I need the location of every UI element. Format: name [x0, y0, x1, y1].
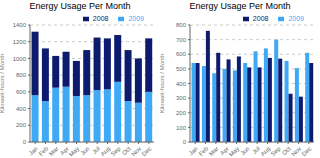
svg-text:600: 600	[176, 51, 187, 57]
svg-text:Dec: Dec	[141, 145, 153, 157]
svg-text:200: 200	[176, 110, 187, 116]
svg-text:Sep: Sep	[110, 145, 122, 157]
html-text:2009: 2009	[128, 15, 144, 22]
svg-text:Nov: Nov	[290, 145, 302, 157]
svg-text:300: 300	[176, 95, 187, 101]
svg-text:1200: 1200	[13, 39, 27, 45]
svg-text:Jan: Jan	[28, 145, 39, 156]
svg-text:0: 0	[23, 139, 27, 145]
svg-text:500: 500	[176, 66, 187, 72]
svg-text:Mar: Mar	[208, 145, 220, 157]
svg-text:May: May	[228, 145, 240, 157]
html-text:2008: 2008	[252, 15, 269, 22]
html-text:Energy Usage Per Month: Energy Usage Per Month	[189, 1, 291, 11]
svg-text:700: 700	[176, 37, 187, 43]
svg-text:400: 400	[176, 81, 187, 87]
svg-text:200: 200	[16, 122, 27, 128]
html-text:Energy Usage Per Month: Energy Usage Per Month	[29, 1, 131, 11]
svg-text:Nov: Nov	[130, 145, 142, 157]
svg-text:Jun: Jun	[79, 145, 90, 156]
svg-text:800: 800	[16, 72, 27, 78]
svg-text:Jul: Jul	[251, 145, 261, 156]
svg-text:Aug: Aug	[99, 145, 111, 157]
svg-text:400: 400	[16, 106, 27, 112]
svg-text:Aug: Aug	[259, 145, 271, 157]
svg-text:Mar: Mar	[48, 145, 60, 157]
svg-text:Kilowatt-hours / Month: Kilowatt-hours / Month	[160, 54, 165, 114]
svg-text:1400: 1400	[13, 22, 27, 28]
svg-text:800: 800	[176, 22, 187, 28]
svg-text:Feb: Feb	[198, 145, 210, 157]
svg-text:May: May	[68, 145, 80, 157]
svg-text:600: 600	[16, 89, 27, 95]
svg-text:Feb: Feb	[38, 145, 50, 157]
html-text:2008: 2008	[92, 15, 109, 22]
svg-text:Jul: Jul	[91, 145, 101, 156]
svg-text:Jan: Jan	[188, 145, 199, 156]
svg-text:Apr: Apr	[59, 145, 70, 157]
svg-text:Jun: Jun	[239, 145, 250, 156]
svg-text:Apr: Apr	[219, 145, 230, 157]
html-text:2009: 2009	[288, 15, 304, 22]
svg-text:Dec: Dec	[301, 145, 312, 157]
svg-text:Sep: Sep	[270, 145, 282, 157]
svg-text:Oct: Oct	[281, 145, 292, 156]
svg-text:Oct: Oct	[121, 145, 132, 156]
svg-text:1000: 1000	[13, 56, 27, 62]
svg-text:0: 0	[183, 139, 187, 145]
svg-text:100: 100	[176, 125, 187, 131]
